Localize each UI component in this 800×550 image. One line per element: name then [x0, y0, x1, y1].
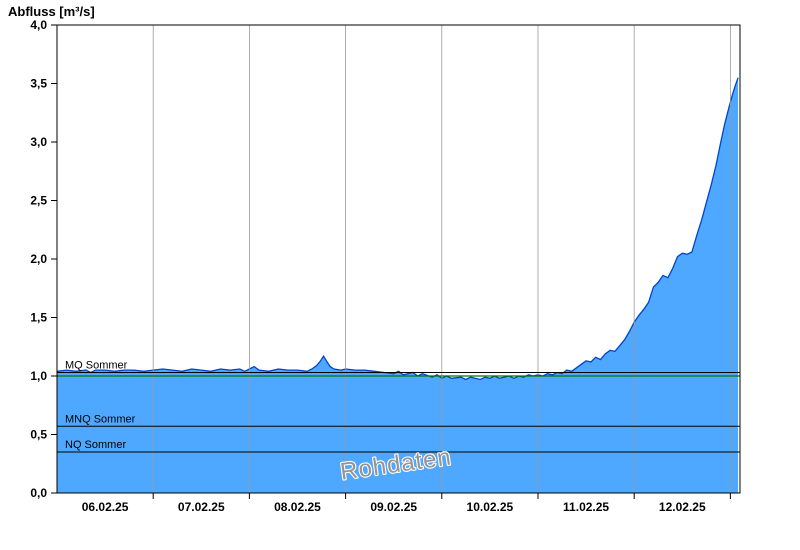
reference-line-label: MNQ Sommer	[65, 413, 136, 425]
discharge-area	[57, 77, 739, 493]
y-tick-label: 2,0	[30, 252, 47, 266]
x-tick-label: 12.02.25	[659, 500, 706, 514]
x-tick-label: 11.02.25	[563, 500, 609, 514]
discharge-line	[56, 77, 739, 381]
y-tick-label: 4,0	[30, 18, 47, 32]
x-tick-label: 10.02.25	[467, 500, 514, 514]
x-tick-label: 09.02.25	[370, 500, 417, 514]
y-tick-label: 0,0	[30, 486, 47, 500]
reference-line-label: NQ Sommer	[65, 439, 126, 451]
plot-border	[56, 24, 741, 494]
y-tick-label: 0,5	[30, 428, 47, 442]
y-tick-label: 1,5	[30, 311, 47, 325]
y-tick-label: 1,0	[30, 369, 47, 383]
chart-title: Abfluss [m³/s]	[8, 4, 95, 19]
x-tick-label: 06.02.25	[82, 500, 129, 514]
y-tick-label: 2,5	[30, 194, 47, 208]
y-tick-label: 3,0	[30, 135, 47, 149]
y-tick-label: 3,5	[30, 77, 47, 91]
reference-line-label: MQ Sommer	[65, 359, 128, 371]
x-tick-label: 08.02.25	[274, 500, 321, 514]
x-tick-label: 07.02.25	[178, 500, 225, 514]
